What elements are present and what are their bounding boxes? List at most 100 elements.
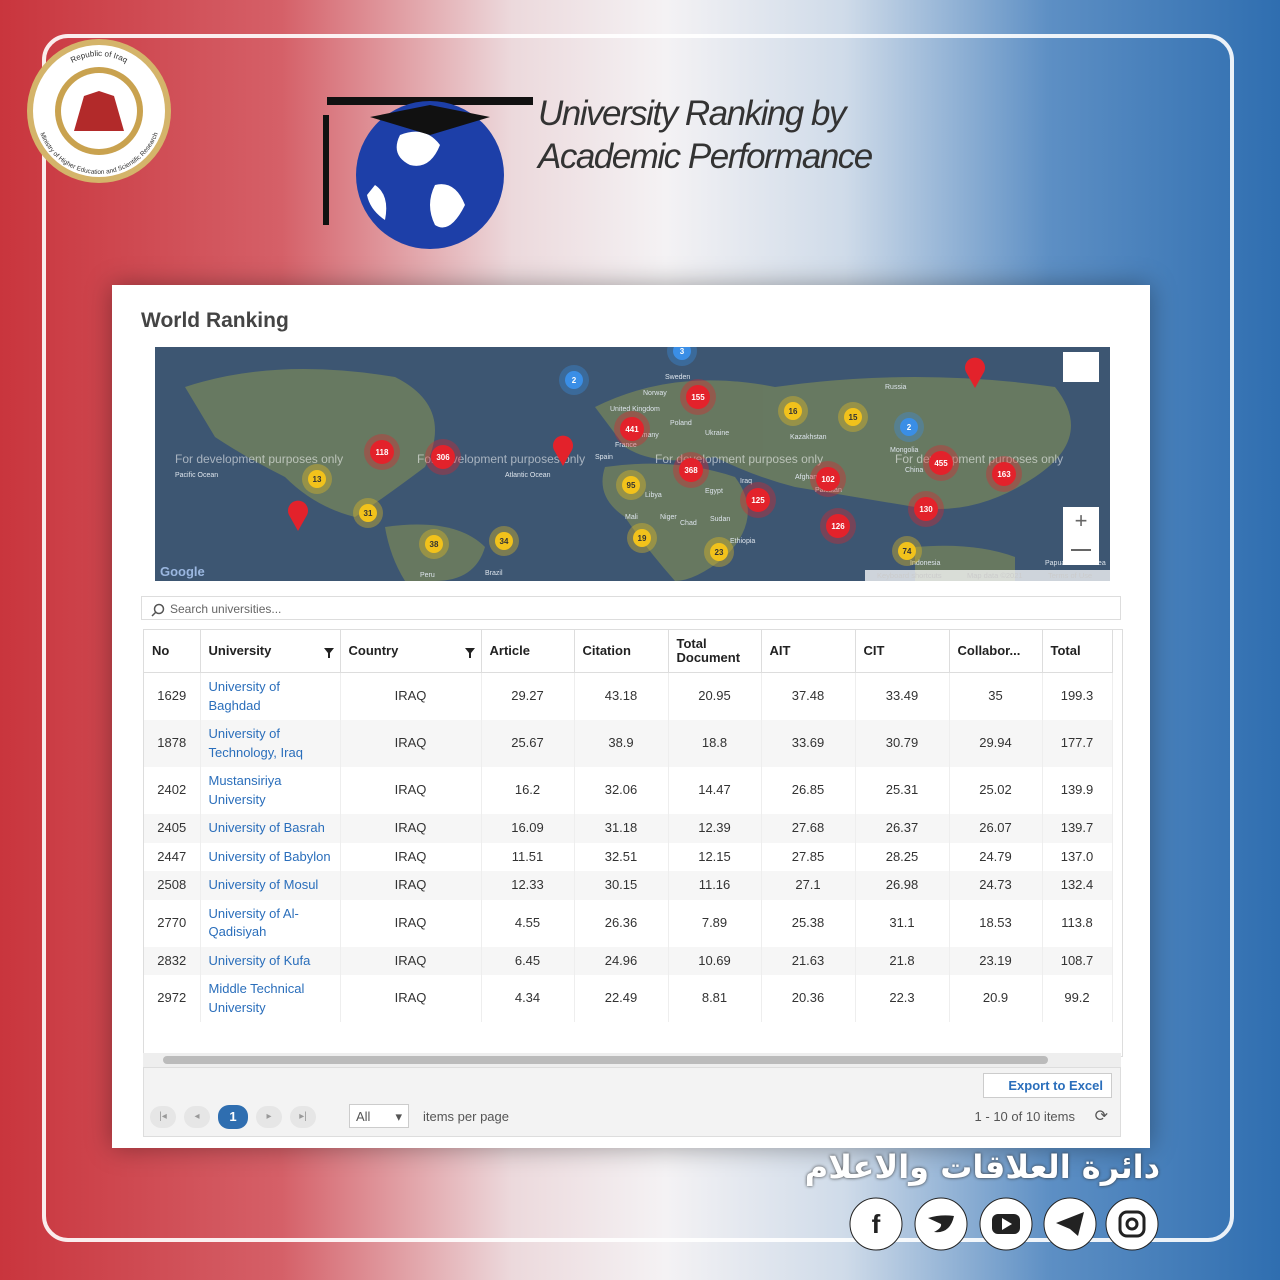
first-page[interactable]: |◂ <box>150 1106 176 1128</box>
last-page[interactable]: ▸| <box>290 1106 316 1128</box>
table-cell[interactable]: University of Mosul <box>200 871 341 900</box>
table-cell[interactable]: University of Babylon <box>200 842 341 871</box>
filter-icon[interactable] <box>464 648 475 658</box>
cluster-count: 130 <box>919 505 933 514</box>
table-cell: 1629 <box>144 672 201 720</box>
department-name: دائرة العلاقات والاعلام <box>804 1148 1160 1186</box>
current-page[interactable]: 1 <box>218 1105 248 1129</box>
column-header-text: CIT <box>863 643 885 658</box>
cluster-count: 441 <box>625 425 639 434</box>
page-size-value: All <box>356 1109 371 1124</box>
table-cell: 25.38 <box>761 899 856 947</box>
column-header: Country <box>340 630 482 673</box>
refresh-button[interactable]: ⟳ <box>1094 1108 1108 1125</box>
table-cell[interactable]: Mustansiriya University <box>200 767 341 814</box>
table-cell: 26.98 <box>855 871 950 900</box>
map-place-label: Iraq <box>740 478 752 485</box>
export-button[interactable]: Export to Excel <box>983 1073 1112 1098</box>
map-pin <box>553 435 574 466</box>
title: University Ranking by Academic Performan… <box>538 92 873 178</box>
table-cell: 33.69 <box>761 720 856 767</box>
table-cell: 12.39 <box>668 814 762 843</box>
table-row: 2405 University of Basrah IRAQ 16.09 31.18 12… <box>144 814 1113 843</box>
table-cell: 20.36 <box>761 975 856 1022</box>
table-cell[interactable]: University of Al-Qadisiyah <box>200 899 341 947</box>
search-box[interactable]: Search universities... <box>141 596 1121 620</box>
table-cell: IRAQ <box>340 871 482 900</box>
map-place-label: Niger <box>660 514 677 521</box>
next-page[interactable]: ▸ <box>256 1106 282 1128</box>
search-placeholder: Search universities... <box>170 602 282 616</box>
cluster-marker <box>992 462 1016 486</box>
filter-icon[interactable] <box>323 648 334 658</box>
cluster-count: 95 <box>627 481 636 490</box>
table-cell[interactable]: Middle Technical University <box>200 975 341 1022</box>
column-header-text: Total Document <box>676 636 741 665</box>
table-cell: 26.36 <box>574 899 669 947</box>
cluster-marker <box>431 445 455 469</box>
column-header: AIT <box>761 630 856 673</box>
cluster-count: 31 <box>364 509 373 518</box>
map-place-label: Germany <box>630 432 659 439</box>
cluster-marker <box>370 440 394 464</box>
cluster-marker <box>495 532 513 550</box>
map-pin <box>965 357 986 388</box>
horizontal-scrollbar[interactable] <box>143 1053 1121 1067</box>
cluster-count: 455 <box>934 459 948 468</box>
table-cell[interactable]: University of Basrah <box>200 814 341 843</box>
ranking-logo <box>323 97 533 249</box>
cluster-count: 3 <box>680 347 685 356</box>
table-cell: IRAQ <box>340 720 482 767</box>
title-line: Academic Performance <box>538 137 873 176</box>
cluster-count: 155 <box>691 393 705 402</box>
map[interactable]: For development purposes only For develop… <box>155 347 1110 581</box>
table-cell[interactable]: University of Technology, Iraq <box>200 720 341 767</box>
cluster-marker <box>929 451 953 475</box>
cluster-count: 15 <box>849 413 858 422</box>
table-cell: 2508 <box>144 871 201 900</box>
table-cell: 6.45 <box>481 946 575 975</box>
map-place-label: Chad <box>680 520 697 527</box>
cluster-marker <box>673 347 691 360</box>
table-cell: 14.47 <box>668 767 762 814</box>
prev-page[interactable]: ◂ <box>184 1106 210 1128</box>
column-header: University <box>200 630 341 673</box>
map-place-label: Mongolia <box>890 447 919 454</box>
table-cell: 31.18 <box>574 814 669 843</box>
cluster-marker <box>622 476 640 494</box>
table-cell: 30.15 <box>574 871 669 900</box>
frame <box>42 34 1234 1242</box>
map-place-label: Norway <box>643 390 667 397</box>
table-cell[interactable]: University of Kufa <box>200 946 341 975</box>
table-cell: 27.1 <box>761 871 856 900</box>
table-cell: 37.48 <box>761 672 856 720</box>
page-size[interactable]: All ▾ <box>349 1104 409 1128</box>
table-cell: 29.94 <box>949 720 1043 767</box>
map-place-label: Kazakhstan <box>790 434 827 441</box>
table-cell: 22.3 <box>855 975 950 1022</box>
table-cell: 2770 <box>144 899 201 947</box>
cluster-marker <box>425 535 443 553</box>
map-place-label: Egypt <box>705 488 723 495</box>
table-cell: 30.79 <box>855 720 950 767</box>
table-cell[interactable]: University of Baghdad <box>200 672 341 720</box>
column-header: Collabor... <box>949 630 1043 673</box>
table-cell: 132.4 <box>1042 871 1113 900</box>
cluster-count: 19 <box>638 534 647 543</box>
cluster-count: 74 <box>903 547 912 556</box>
map-place-label: Atlantic Ocean <box>505 472 551 479</box>
table-cell: 20.9 <box>949 975 1043 1022</box>
map-place-label: Poland <box>670 420 692 427</box>
table-cell: 2402 <box>144 767 201 814</box>
table-cell: 139.9 <box>1042 767 1113 814</box>
map-place-label: Libya <box>645 492 662 499</box>
table-cell: 199.3 <box>1042 672 1113 720</box>
map-place-label: Sweden <box>665 374 690 381</box>
column-header-text: No <box>152 643 170 658</box>
ranking-panel: World Ranking For development purposes o… <box>112 285 1150 1148</box>
cluster-marker <box>565 371 583 389</box>
map-place-label: Pacific Ocean <box>175 472 218 479</box>
table-cell: 18.8 <box>668 720 762 767</box>
table-cell: 26.85 <box>761 767 856 814</box>
